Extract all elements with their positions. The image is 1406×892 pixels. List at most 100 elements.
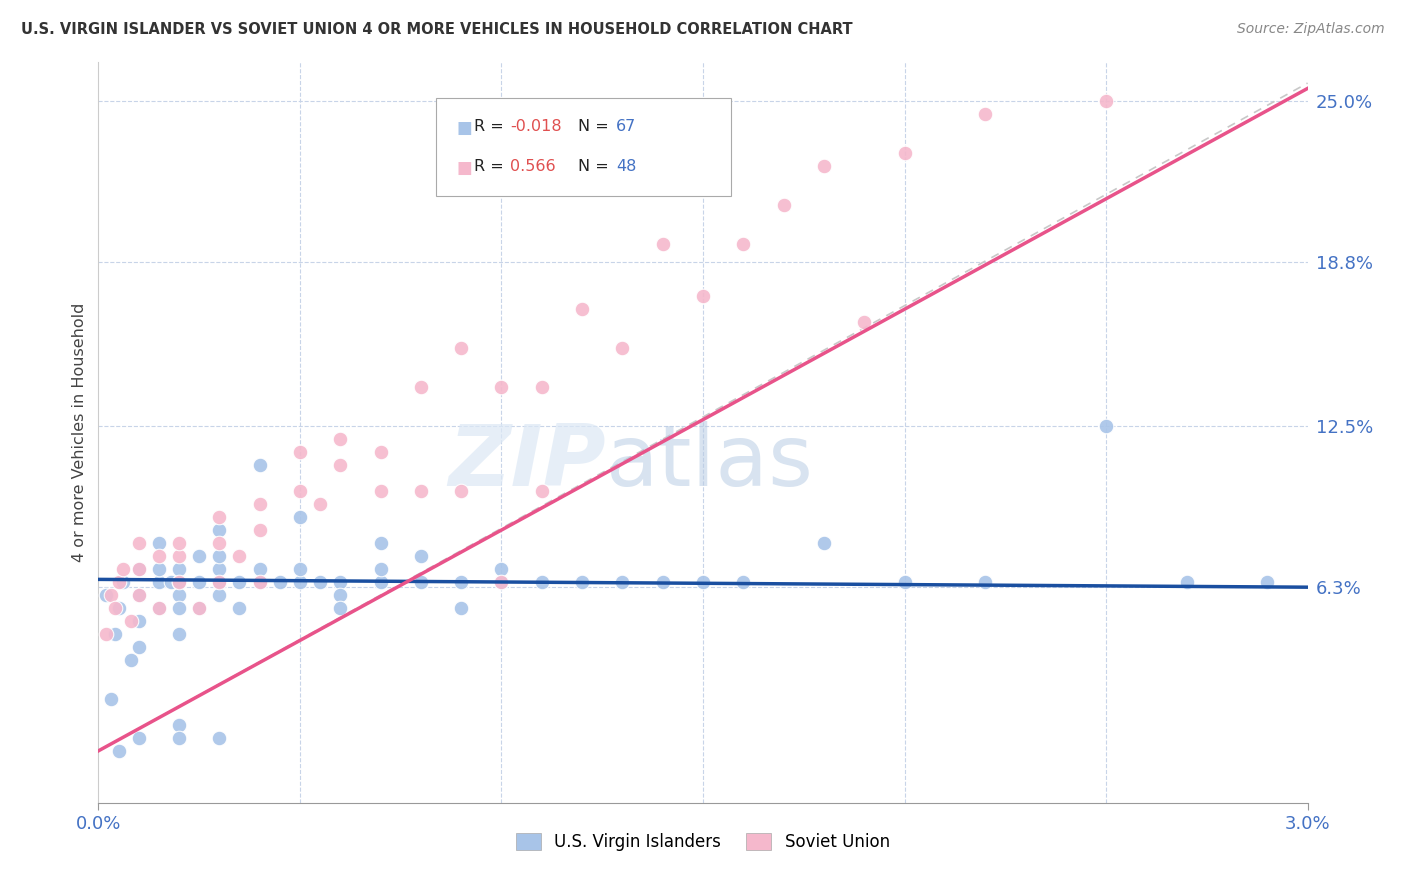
Point (167, 601, 190, 615)
Point (409, 549, 432, 563)
Text: N =: N = (578, 159, 614, 174)
Point (208, 574, 231, 589)
Point (370, 445, 392, 459)
Point (208, 588, 231, 602)
Y-axis label: 4 or more Vehicles in Household: 4 or more Vehicles in Household (72, 303, 87, 562)
Text: 0.566: 0.566 (510, 159, 555, 174)
Point (1095, 419, 1118, 434)
Text: Source: ZipAtlas.com: Source: ZipAtlas.com (1237, 22, 1385, 37)
Point (208, 523, 231, 537)
Point (409, 484, 432, 499)
Point (249, 562, 271, 576)
Text: 48: 48 (616, 159, 636, 174)
Point (329, 601, 352, 615)
Point (450, 601, 472, 615)
Point (160, 574, 183, 589)
Point (409, 380, 432, 394)
Point (370, 536, 392, 550)
Point (148, 601, 170, 615)
Point (249, 458, 271, 472)
Point (167, 549, 190, 563)
Text: N =: N = (578, 119, 614, 134)
Point (309, 574, 332, 589)
Point (269, 574, 291, 589)
Point (329, 458, 352, 472)
Point (813, 536, 835, 550)
Point (329, 574, 352, 589)
Point (148, 562, 170, 576)
Point (107, 744, 129, 758)
Point (249, 523, 271, 537)
Point (651, 574, 673, 589)
Point (167, 731, 190, 745)
Point (370, 484, 392, 499)
Point (571, 574, 593, 589)
Point (107, 601, 129, 615)
Point (249, 574, 271, 589)
Text: R =: R = (474, 159, 513, 174)
Point (329, 588, 352, 602)
Point (96, 627, 118, 641)
Point (148, 601, 170, 615)
Point (1095, 95, 1118, 109)
Point (128, 562, 150, 576)
Point (208, 574, 231, 589)
Text: ■: ■ (457, 119, 472, 136)
Point (288, 510, 311, 524)
Point (249, 497, 271, 511)
Point (148, 549, 170, 563)
Point (208, 510, 231, 524)
Point (148, 574, 170, 589)
Text: atlas: atlas (606, 421, 814, 504)
Point (128, 640, 150, 654)
Point (288, 445, 311, 459)
Point (167, 536, 190, 550)
Point (208, 562, 231, 576)
Point (120, 653, 142, 667)
Point (96, 588, 118, 602)
Point (103, 601, 125, 615)
Point (450, 574, 472, 589)
Point (249, 574, 271, 589)
Point (128, 536, 150, 550)
Point (450, 341, 472, 355)
Point (409, 574, 432, 589)
Point (612, 341, 634, 355)
Text: ■: ■ (457, 159, 472, 177)
Point (167, 562, 190, 576)
Text: -0.018: -0.018 (510, 119, 562, 134)
Point (733, 237, 755, 252)
Point (491, 562, 513, 576)
Point (188, 549, 211, 563)
Point (128, 614, 150, 628)
Text: 67: 67 (616, 119, 636, 134)
Point (167, 588, 190, 602)
Point (288, 574, 311, 589)
Point (228, 601, 250, 615)
Text: ZIP: ZIP (449, 421, 606, 504)
Point (103, 627, 125, 641)
Point (853, 315, 876, 329)
Point (772, 198, 794, 212)
Point (491, 574, 513, 589)
Point (228, 574, 250, 589)
Point (228, 549, 250, 563)
Point (167, 627, 190, 641)
Point (893, 574, 915, 589)
Point (1256, 574, 1278, 589)
Point (329, 432, 352, 446)
Point (128, 562, 150, 576)
Point (491, 574, 513, 589)
Point (188, 601, 211, 615)
Point (188, 574, 211, 589)
Point (974, 574, 997, 589)
Text: R =: R = (474, 119, 509, 134)
Point (893, 146, 915, 161)
Point (128, 588, 150, 602)
Point (813, 159, 835, 173)
Point (208, 731, 231, 745)
Point (111, 562, 134, 576)
Point (128, 731, 150, 745)
Point (450, 484, 472, 499)
Point (288, 562, 311, 576)
